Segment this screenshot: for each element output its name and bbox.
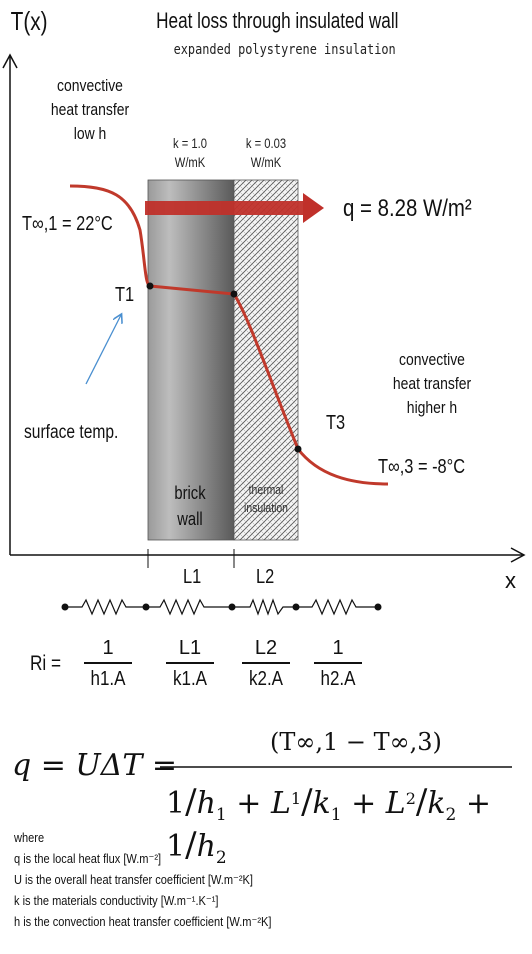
where-line-q: q is the local heat flux [W.m⁻²] [14,851,162,866]
interface-point [230,290,238,298]
node-2 [142,603,150,611]
heat-flux-label: q = 8.28 W/m² [343,195,472,222]
insulation-line2: insulation [244,500,288,515]
right-convective-line3: higher h [406,398,458,417]
t1-point [146,282,154,290]
brick-wall-layer [147,179,235,541]
ri-label: Ri = [30,652,62,675]
brick-k-units: W/mK [174,154,206,170]
brick-wall-label: brick wall [157,480,223,532]
insulation-conductivity-label: k = 0.03 W/mK [234,134,298,172]
where-line-h: h is the convection heat transfer coeffi… [14,914,272,929]
surface-temp-label: surface temp. [24,422,119,443]
insulation-label: thermal insulation [234,481,298,517]
brick-line1: brick [174,483,206,503]
x-axis [10,547,526,563]
r1-denominator: h1.A [90,667,126,690]
equation-lhs: q = UΔT = [12,748,178,783]
where-heading: where [14,830,45,845]
left-convective-line1: convective [57,76,123,95]
resistance-insulation: L2 k2.A [236,634,296,694]
where-line-u: U is the overall heat transfer coefficie… [14,872,254,887]
left-convective-line2: heat transfer [50,100,130,119]
brick-conductivity-label: k = 1.0 W/mK [158,134,222,172]
resistance-convective-1: 1 h1.A [78,634,138,694]
r3-numerator: L2 [254,637,278,659]
surface-temp-pointer [85,315,121,385]
insulation-k-units: W/mK [250,154,282,170]
heat-flux-arrow [145,193,324,223]
left-convective-label: convective heat transfer low h [41,74,139,146]
y-axis [2,53,18,555]
where-line-k: k is the materials conductivity [W.m⁻¹.K… [14,893,219,908]
diagram-subtitle: expanded polystyrene insulation [173,42,396,58]
node-3 [228,603,236,611]
node-5 [374,603,382,611]
right-convective-line2: heat transfer [392,374,472,393]
insulation-layer [233,179,299,541]
r3-denominator: k2.A [248,667,284,690]
diagram-title: Heat loss through insulated wall [156,8,399,33]
brick-line2: wall [177,509,203,529]
r4-numerator: 1 [332,637,344,659]
r2-denominator: k1.A [172,667,208,690]
t3-label: T3 [326,412,346,434]
r4-denominator: h2.A [320,667,356,690]
resistance-network [65,598,378,616]
insulation-k-value: k = 0.03 [245,135,287,151]
left-convective-line3: low h [73,124,107,143]
l2-dimension-label: L2 [256,566,275,588]
right-convective-line1: convective [399,350,465,369]
t-inf3-label: T∞,3 = -8°C [378,456,466,478]
y-axis-label: T(x) [10,6,48,36]
insulation-line1: thermal [248,482,284,497]
resistance-convective-2: 1 h2.A [308,634,368,694]
dimension-ticks [147,549,235,568]
temperature-profile [69,184,389,486]
equation-numerator: (T∞,1 − T∞,3) [270,728,442,756]
x-axis-label: x [505,568,516,593]
r2-numerator: L1 [178,637,202,659]
equation-denominator: 1/h1 + L1/k1 + L2/k2 + 1/h2 [166,782,492,868]
node-1 [61,603,69,611]
right-convective-label: convective heat transfer higher h [383,348,481,420]
brick-k-value: k = 1.0 [173,135,207,151]
node-4 [292,603,300,611]
r1-numerator: 1 [102,637,114,659]
resistance-brick: L1 k1.A [160,634,220,694]
t3-point [294,445,302,453]
t-inf1-label: T∞,1 = 22°C [22,213,113,235]
l1-dimension-label: L1 [183,566,202,588]
t1-label: T1 [115,284,135,306]
